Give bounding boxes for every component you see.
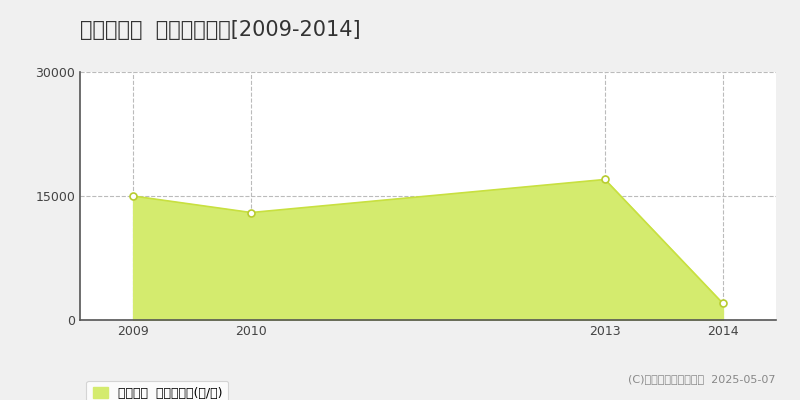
Point [245, 209, 258, 216]
Text: 日南市平野  農地価格推移[2009-2014]: 日南市平野 農地価格推移[2009-2014] [80, 20, 361, 40]
Text: (C)土地価格ドットコム  2025-05-07: (C)土地価格ドットコム 2025-05-07 [629, 374, 776, 384]
Point [598, 176, 611, 183]
Point [717, 300, 730, 307]
Point [126, 193, 139, 199]
Legend: 農地価格  平均坪単価(円/坪): 農地価格 平均坪単価(円/坪) [86, 381, 228, 400]
